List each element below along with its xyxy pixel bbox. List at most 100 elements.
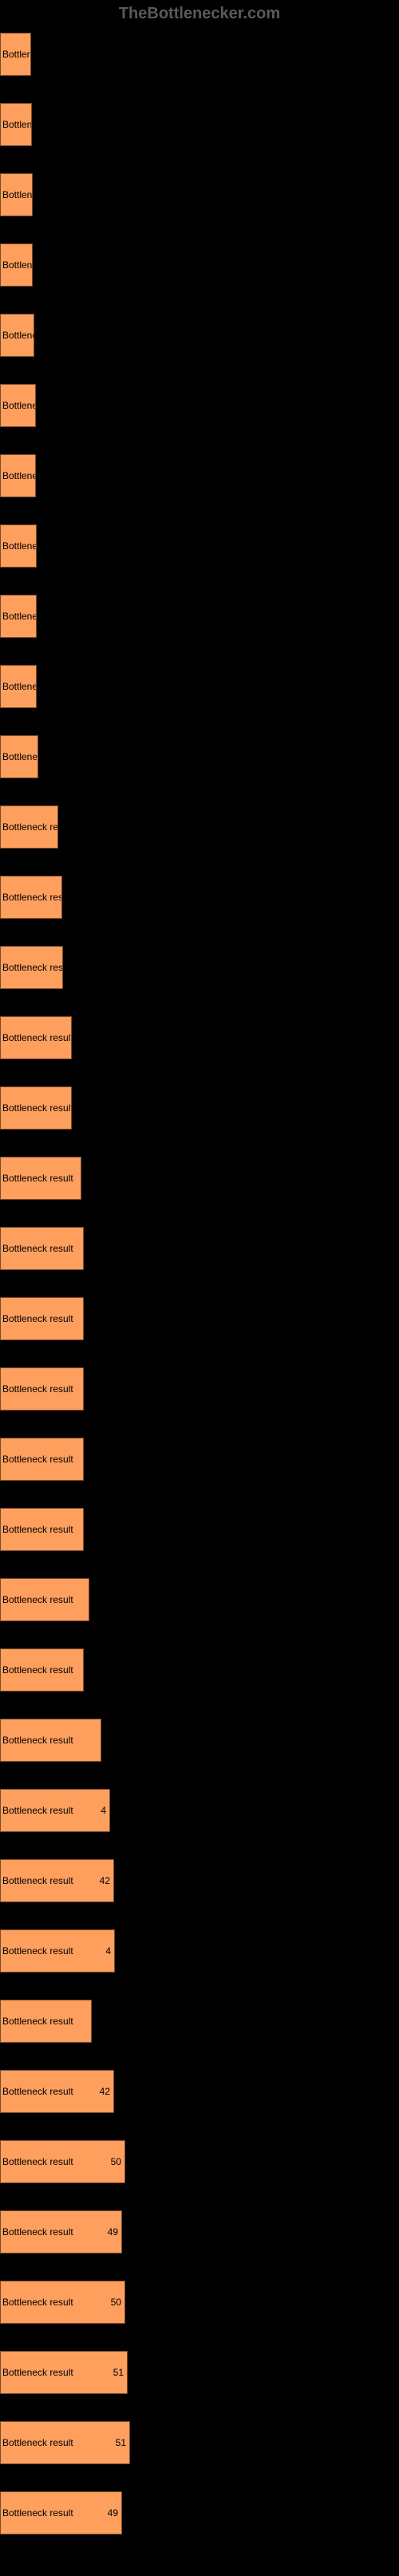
chart-bar: Bottleneck result [0,665,37,708]
bar-label: Bottleneck result [1,1454,83,1465]
bar-label: Bottleneck result [1,1805,97,1816]
chart-row: Bottleneck result50 [0,2139,399,2185]
bar-label: Bottleneck result [1,1875,97,1886]
chart-bar: Bottleneck result [0,384,36,427]
bar-label: Bottleneck result [1,49,30,60]
chart-bar: Bottleneck result [0,33,31,76]
chart-row: Bottleneck result [0,1998,399,2044]
chart-row: Bottleneck result [0,31,399,77]
chart-bar: Bottleneck result [0,103,32,146]
bar-label: Bottleneck result [1,681,36,692]
chart-bar: Bottleneck result42 [0,1859,114,1902]
chart-row: Bottleneck result50 [0,2279,399,2325]
bar-label: Bottleneck result [1,189,32,200]
bar-label: Bottleneck result [1,2016,91,2027]
bar-label: Bottleneck result [1,2507,105,2519]
bar-label: Bottleneck result [1,2437,113,2448]
chart-row: Bottleneck result [0,1717,399,1763]
bar-label: Bottleneck result [1,119,31,130]
chart-bar: Bottleneck result [0,1016,72,1059]
chart-bar: Bottleneck result [0,1648,84,1692]
chart-row: Bottleneck result [0,312,399,358]
bar-label: Bottleneck result [1,1664,83,1676]
chart-bar: Bottleneck result [0,595,37,638]
bottleneck-bar-chart: Bottleneck resultBottleneck resultBottle… [0,31,399,2576]
bar-label: Bottleneck result [1,1173,81,1184]
chart-bar: Bottleneck result [0,1508,84,1551]
chart-bar: Bottleneck result50 [0,2281,125,2324]
bar-label: Bottleneck result [1,2226,105,2238]
bar-label: Bottleneck result [1,1313,83,1324]
chart-row: Bottleneck result [0,804,399,850]
bar-label: Bottleneck result [1,2156,108,2167]
chart-bar: Bottleneck result [0,1297,84,1340]
chart-row: Bottleneck result [0,1015,399,1061]
bar-label: Bottleneck result [1,962,62,973]
chart-bar: Bottleneck result [0,454,36,497]
chart-row: Bottleneck result [0,101,399,148]
bar-label: Bottleneck result [1,1594,89,1605]
chart-row: Bottleneck result [0,1085,399,1131]
chart-bar: Bottleneck result [0,524,37,568]
chart-bar: Bottleneck result [0,1438,84,1481]
chart-row: Bottleneck result [0,734,399,780]
bar-label: Bottleneck result [1,1383,83,1395]
chart-bar: Bottleneck result50 [0,2140,125,2183]
chart-bar: Bottleneck result [0,1578,89,1621]
chart-bar: Bottleneck result51 [0,2351,128,2394]
bar-value-label: 51 [113,2437,129,2448]
bar-value-label: 42 [97,2086,113,2097]
chart-row: Bottleneck result [0,1436,399,1482]
chart-bar: Bottleneck result [0,243,33,287]
bar-label: Bottleneck result [1,2297,108,2308]
bar-label: Bottleneck result [1,611,36,622]
chart-row: Bottleneck result [0,523,399,569]
bar-value-label: 50 [108,2297,124,2308]
chart-row: Bottleneck result [0,1155,399,1201]
bar-value-label: 4 [102,1945,114,1957]
bar-value-label: 4 [97,1805,109,1816]
chart-row: Bottleneck result4 [0,1787,399,1834]
chart-row: Bottleneck result [0,242,399,288]
bar-label: Bottleneck result [1,470,35,481]
chart-bar: Bottleneck result [0,1157,81,1200]
site-title-link[interactable]: TheBottlenecker.com [0,0,399,31]
chart-row: Bottleneck result49 [0,2209,399,2255]
bar-label: Bottleneck result [1,1524,83,1535]
bar-value-label: 49 [105,2507,121,2519]
bar-label: Bottleneck result [1,892,61,903]
bar-label: Bottleneck result [1,1945,102,1957]
chart-row: Bottleneck result [0,1647,399,1693]
chart-bar: Bottleneck result [0,946,63,989]
chart-row: Bottleneck result49 [0,2490,399,2536]
chart-row: Bottleneck result [0,1366,399,1412]
bar-label: Bottleneck result [1,1102,71,1114]
chart-bar: Bottleneck result [0,805,58,849]
chart-bar: Bottleneck result51 [0,2421,130,2464]
bar-value-label: 50 [108,2156,124,2167]
chart-bar: Bottleneck result [0,2000,92,2043]
chart-bar: Bottleneck result49 [0,2491,122,2534]
bar-label: Bottleneck result [1,2367,110,2378]
chart-row: Bottleneck result [0,453,399,499]
chart-row: Bottleneck result [0,382,399,429]
chart-bar: Bottleneck result42 [0,2070,114,2113]
chart-row: Bottleneck result42 [0,1858,399,1904]
bar-value-label: 49 [105,2226,121,2238]
bar-label: Bottleneck result [1,821,57,833]
chart-bar: Bottleneck result [0,1227,84,1270]
chart-bar: Bottleneck result [0,876,62,919]
chart-row: Bottleneck result [0,1506,399,1553]
chart-bar: Bottleneck result49 [0,2210,122,2254]
chart-row: Bottleneck result51 [0,2420,399,2466]
bar-value-label: 42 [97,1875,113,1886]
chart-row: Bottleneck result [0,663,399,710]
bar-label: Bottleneck result [1,2086,97,2097]
bar-value-label: 51 [110,2367,127,2378]
chart-row: Bottleneck result [0,944,399,991]
chart-row: Bottleneck result [0,593,399,639]
chart-row: Bottleneck result51 [0,2349,399,2396]
chart-row: Bottleneck result [0,172,399,218]
bar-label: Bottleneck result [1,330,34,341]
chart-row: Bottleneck result [0,1225,399,1272]
